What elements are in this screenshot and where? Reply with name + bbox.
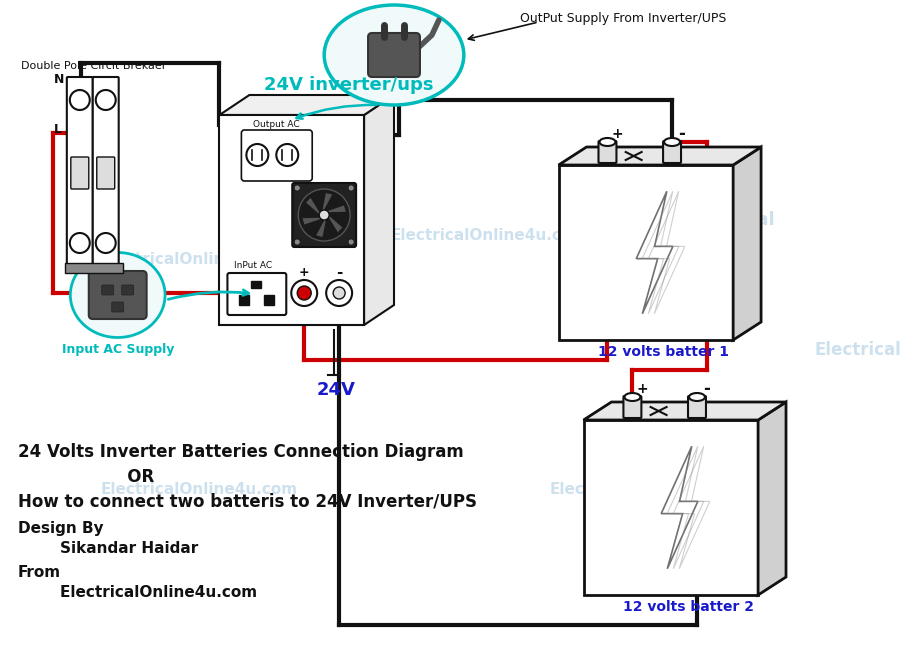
Bar [219, 115, 364, 325]
Circle shape [96, 90, 116, 110]
Circle shape [348, 185, 354, 191]
Polygon shape [219, 95, 394, 115]
Text: Double Pole Circit Brekaer: Double Pole Circit Brekaer [21, 61, 166, 71]
Circle shape [294, 185, 300, 191]
Circle shape [299, 189, 350, 241]
Circle shape [247, 144, 268, 166]
Text: From: From [18, 565, 61, 580]
Text: +: + [612, 127, 624, 141]
Text: 24V inverter/ups: 24V inverter/ups [265, 76, 434, 94]
Text: +: + [299, 266, 310, 279]
Circle shape [291, 280, 317, 306]
Text: +: + [636, 382, 648, 396]
Ellipse shape [689, 393, 705, 401]
Text: Sikandar Haidar: Sikandar Haidar [18, 541, 198, 556]
FancyBboxPatch shape [101, 285, 114, 295]
Text: ElectricalOnline4u.com: ElectricalOnline4u.com [101, 253, 298, 268]
Bar [65, 263, 122, 273]
Circle shape [348, 239, 354, 245]
Text: -: - [678, 125, 686, 143]
Bar [251, 281, 261, 288]
Ellipse shape [600, 138, 615, 146]
Bar [239, 295, 249, 305]
FancyBboxPatch shape [688, 396, 706, 418]
Bar [265, 295, 274, 305]
Text: 24 Volts Inverter Batteries Connection Diagram: 24 Volts Inverter Batteries Connection D… [18, 443, 464, 461]
FancyBboxPatch shape [111, 302, 123, 312]
Text: Design By: Design By [18, 521, 103, 536]
Polygon shape [583, 402, 786, 420]
FancyBboxPatch shape [227, 273, 287, 315]
Text: ElectricalOnline4u.com: ElectricalOnline4u.com [101, 482, 298, 497]
FancyBboxPatch shape [89, 271, 147, 319]
Circle shape [96, 233, 116, 253]
Text: Input AC Supply: Input AC Supply [61, 343, 173, 356]
Text: L: L [54, 123, 62, 136]
Polygon shape [559, 147, 761, 165]
Circle shape [277, 144, 299, 166]
Circle shape [326, 280, 352, 306]
Circle shape [69, 233, 89, 253]
Text: 12 volts batter 1: 12 volts batter 1 [598, 345, 729, 359]
Ellipse shape [70, 253, 165, 337]
Text: 24V: 24V [317, 381, 355, 399]
FancyBboxPatch shape [599, 141, 616, 163]
Circle shape [320, 210, 330, 220]
Circle shape [298, 286, 311, 300]
Text: ElectricalOnline4u.com: ElectricalOnline4u.com [18, 585, 257, 600]
Polygon shape [733, 147, 761, 340]
FancyBboxPatch shape [67, 77, 93, 269]
Circle shape [294, 239, 300, 245]
Text: 12 volts batter 2: 12 volts batter 2 [623, 600, 754, 614]
Ellipse shape [664, 138, 680, 146]
Polygon shape [583, 420, 758, 595]
Polygon shape [758, 402, 786, 595]
Polygon shape [306, 198, 320, 215]
FancyBboxPatch shape [97, 157, 115, 189]
Ellipse shape [624, 393, 640, 401]
Text: OR: OR [18, 468, 154, 486]
Circle shape [333, 287, 345, 299]
FancyBboxPatch shape [71, 157, 89, 189]
Polygon shape [316, 219, 326, 237]
FancyBboxPatch shape [93, 77, 119, 269]
Polygon shape [322, 193, 332, 212]
Text: ElectricalOnline4u.com: ElectricalOnline4u.com [550, 482, 747, 497]
Ellipse shape [324, 5, 464, 105]
FancyBboxPatch shape [241, 130, 312, 181]
FancyBboxPatch shape [663, 141, 681, 163]
Text: -: - [704, 380, 710, 398]
Text: N: N [54, 73, 64, 86]
Text: Output AC: Output AC [253, 120, 299, 129]
Text: -: - [336, 266, 342, 281]
Text: How to connect two batteris to 24V Inverter/UPS: How to connect two batteris to 24V Inver… [18, 493, 477, 511]
Polygon shape [559, 165, 733, 340]
Polygon shape [328, 215, 342, 232]
FancyBboxPatch shape [368, 33, 420, 77]
FancyBboxPatch shape [292, 183, 356, 247]
Polygon shape [364, 95, 394, 325]
Text: ElectricalOnline4u.com: ElectricalOnline4u.com [390, 227, 587, 243]
Text: InPut AC: InPut AC [235, 261, 273, 270]
FancyBboxPatch shape [121, 285, 133, 295]
Text: Electrical: Electrical [814, 341, 901, 359]
Polygon shape [302, 217, 322, 225]
Circle shape [69, 90, 89, 110]
FancyBboxPatch shape [624, 396, 641, 418]
Text: Electrical: Electrical [681, 211, 775, 229]
Polygon shape [326, 206, 346, 212]
Text: OutPut Supply From Inverter/UPS: OutPut Supply From Inverter/UPS [520, 12, 727, 25]
